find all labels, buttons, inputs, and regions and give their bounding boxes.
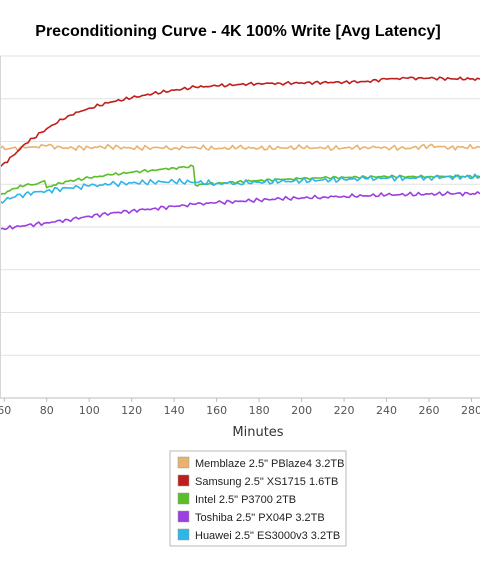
series-line bbox=[0, 164, 480, 196]
legend-swatch bbox=[177, 492, 190, 505]
series-lines bbox=[0, 76, 480, 231]
series-line bbox=[0, 143, 480, 152]
legend-swatch bbox=[177, 528, 190, 541]
legend-box bbox=[169, 450, 347, 547]
legend-label: Memblaze 2.5" PBlaze4 3.2TB bbox=[195, 458, 344, 470]
legend: Memblaze 2.5" PBlaze4 3.2TB Samsung 2.5" … bbox=[169, 450, 347, 547]
legend-swatch bbox=[177, 456, 190, 469]
legend-label: Huawei 2.5" ES3000v3 3.2TB bbox=[195, 530, 340, 542]
x-tick-label: 180 bbox=[249, 404, 270, 417]
x-axis-title: Minutes bbox=[232, 425, 283, 440]
x-tick-label: 200 bbox=[291, 404, 312, 417]
x-tick-label: 60 bbox=[0, 404, 11, 417]
x-tick-label: 260 bbox=[419, 404, 440, 417]
x-tick-label: 100 bbox=[79, 404, 100, 417]
gridlines bbox=[0, 55, 480, 399]
legend-label: Samsung 2.5" XS1715 1.6TB bbox=[195, 476, 338, 488]
x-tick-label: 140 bbox=[164, 404, 185, 417]
legend-label: Toshiba 2.5" PX04P 3.2TB bbox=[195, 512, 325, 524]
x-tick-label: 240 bbox=[376, 404, 397, 417]
x-tick-label: 280 bbox=[461, 404, 480, 417]
x-tick-label: 160 bbox=[206, 404, 227, 417]
x-tick-label: 220 bbox=[334, 404, 355, 417]
axes bbox=[0, 56, 480, 399]
legend-swatch bbox=[177, 510, 190, 523]
series-line bbox=[0, 191, 480, 231]
x-tick-label: 120 bbox=[121, 404, 142, 417]
legend-swatch bbox=[177, 474, 190, 487]
x-tick-label: 80 bbox=[40, 404, 54, 417]
series-line bbox=[0, 76, 480, 168]
x-tick-labels: 60 80 100 120 140 160 180 200 220 240 260 280 bbox=[0, 398, 480, 417]
series-line bbox=[0, 173, 480, 204]
legend-label: Intel 2.5" P3700 2TB bbox=[195, 494, 296, 506]
chart-title: Preconditioning Curve - 4K 100% Write [A… bbox=[35, 23, 440, 40]
